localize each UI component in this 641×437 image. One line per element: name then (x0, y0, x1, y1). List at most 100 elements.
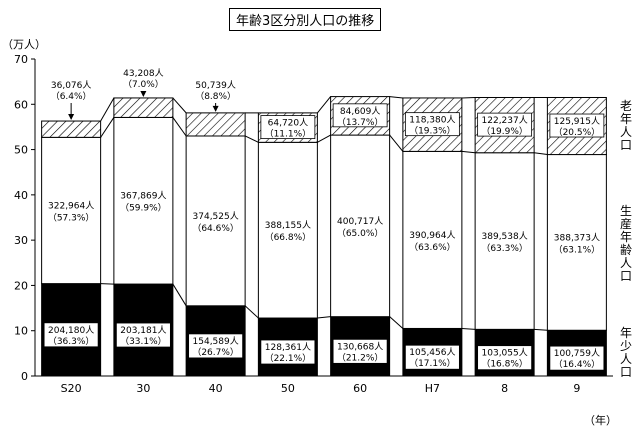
youth-label-box (260, 339, 316, 365)
youth-value-label: 128,361人 (265, 342, 311, 353)
youth-label-box (43, 322, 99, 348)
connector-line (461, 327, 476, 330)
connector-line (100, 97, 115, 122)
connector-line (172, 117, 187, 137)
bar-segment-working-age (330, 134, 391, 318)
elderly-pct-label: （8.8%） (195, 91, 236, 102)
working-age-value-label: 400,717人 (337, 216, 383, 227)
elderly-pct-label: （6.4%） (51, 91, 92, 102)
bar-segment-working-age (257, 141, 318, 319)
youth-label-box (477, 345, 533, 371)
elderly-pct-label: （19.9%） (481, 126, 528, 137)
connector-line (100, 117, 115, 138)
connector-line (317, 134, 331, 143)
legend-youth: 年少人口 (619, 326, 632, 379)
working-age-value-label: 367,869人 (120, 191, 166, 202)
working-age-pct-label: （59.9%） (120, 203, 167, 214)
bar-segment-working-age (185, 135, 246, 307)
connector-line (172, 283, 187, 307)
y-tick-label: 70 (14, 53, 28, 66)
elderly-value-label: 36,076人 (51, 80, 92, 91)
working-age-pct-label: （66.8%） (265, 232, 312, 243)
working-age-pct-label: （57.3%） (48, 212, 95, 223)
elderly-pct-label: （7.0%） (123, 79, 164, 90)
elderly-value-label: 43,208人 (123, 68, 164, 79)
bar-segment-working-age (474, 152, 535, 330)
y-tick-label: 30 (14, 234, 28, 247)
x-tick-label: 8 (501, 382, 508, 395)
y-tick-label: 20 (14, 279, 28, 292)
youth-pct-label: （21.2%） (337, 352, 384, 363)
youth-pct-label: （17.1%） (409, 358, 456, 369)
working-age-pct-label: （64.6%） (192, 223, 239, 234)
youth-label-box (404, 344, 460, 370)
elderly-value-label: 50,739人 (195, 80, 236, 91)
elderly-label-box (549, 113, 605, 138)
connector-line (244, 305, 259, 319)
y-tick-label: 50 (14, 144, 28, 157)
connector-line (389, 134, 404, 152)
elderly-value-label: 122,237人 (482, 115, 528, 126)
elderly-pct-label: （11.1%） (265, 129, 312, 140)
working-age-value-label: 374,525人 (193, 211, 239, 222)
elderly-label-box (477, 112, 533, 137)
connector-line (389, 316, 404, 329)
elderly-label-box (404, 112, 460, 137)
bar-segment-working-age (41, 136, 102, 285)
bar-segment-elderly (41, 120, 102, 138)
x-tick-label: H7 (425, 382, 440, 395)
working-age-value-label: 389,538人 (482, 231, 528, 242)
y-tick-label: 10 (14, 325, 28, 338)
elderly-value-label: 64,720人 (268, 118, 309, 129)
bar-segment-elderly (185, 112, 246, 137)
connector-line (317, 316, 331, 319)
elderly-label-box (260, 115, 316, 140)
bar-segment-working-age (546, 154, 607, 331)
youth-value-label: 204,180人 (48, 325, 94, 336)
x-tick-label: S20 (61, 382, 82, 395)
y-tick-label: 40 (14, 189, 28, 202)
y-axis-unit: （万人） (2, 38, 46, 51)
working-age-pct-label: （65.0%） (337, 228, 384, 239)
connector-line (316, 96, 332, 114)
youth-value-label: 100,759人 (554, 348, 600, 359)
youth-pct-label: （16.8%） (481, 359, 528, 370)
elderly-callout-arrow (212, 105, 219, 112)
chart-title: 年齢3区分別人口の推移 (229, 8, 382, 31)
youth-value-label: 103,055人 (482, 348, 528, 359)
elderly-callout-arrow (140, 90, 147, 97)
legend-elderly: 老年人口 (619, 99, 632, 152)
working-age-value-label: 388,373人 (554, 232, 600, 243)
connector-line (534, 328, 548, 331)
bar-segment-working-age (113, 116, 174, 285)
elderly-pct-label: （20.5%） (554, 127, 601, 138)
elderly-pct-label: （19.3%） (409, 126, 456, 137)
elderly-value-label: 125,915人 (554, 116, 600, 127)
connector-line (244, 135, 259, 143)
working-age-value-label: 322,964人 (48, 200, 94, 211)
x-tick-label: 9 (573, 382, 580, 395)
x-tick-label: 30 (136, 382, 150, 395)
working-age-pct-label: （63.3%） (481, 243, 528, 254)
youth-value-label: 154,589人 (193, 336, 239, 347)
youth-label-box (188, 333, 244, 359)
working-age-value-label: 390,964人 (409, 230, 455, 241)
y-tick-label: 0 (21, 370, 28, 383)
x-tick-label: 60 (353, 382, 367, 395)
connector-line (461, 150, 476, 154)
working-age-pct-label: （63.6%） (409, 242, 456, 253)
elderly-value-label: 118,380人 (409, 115, 455, 126)
youth-value-label: 203,181人 (120, 325, 166, 336)
elderly-pct-label: （13.7%） (337, 117, 384, 128)
youth-pct-label: （22.1%） (265, 353, 312, 364)
youth-label-box (115, 322, 171, 348)
connector-line (172, 97, 187, 114)
working-age-value-label: 388,155人 (265, 220, 311, 231)
elderly-value-label: 84,609人 (340, 106, 381, 117)
youth-pct-label: （16.4%） (554, 359, 601, 370)
connector-line (534, 152, 548, 156)
youth-label-box (332, 338, 388, 364)
connector-line (389, 96, 403, 99)
x-axis-unit: （年） (584, 414, 617, 427)
